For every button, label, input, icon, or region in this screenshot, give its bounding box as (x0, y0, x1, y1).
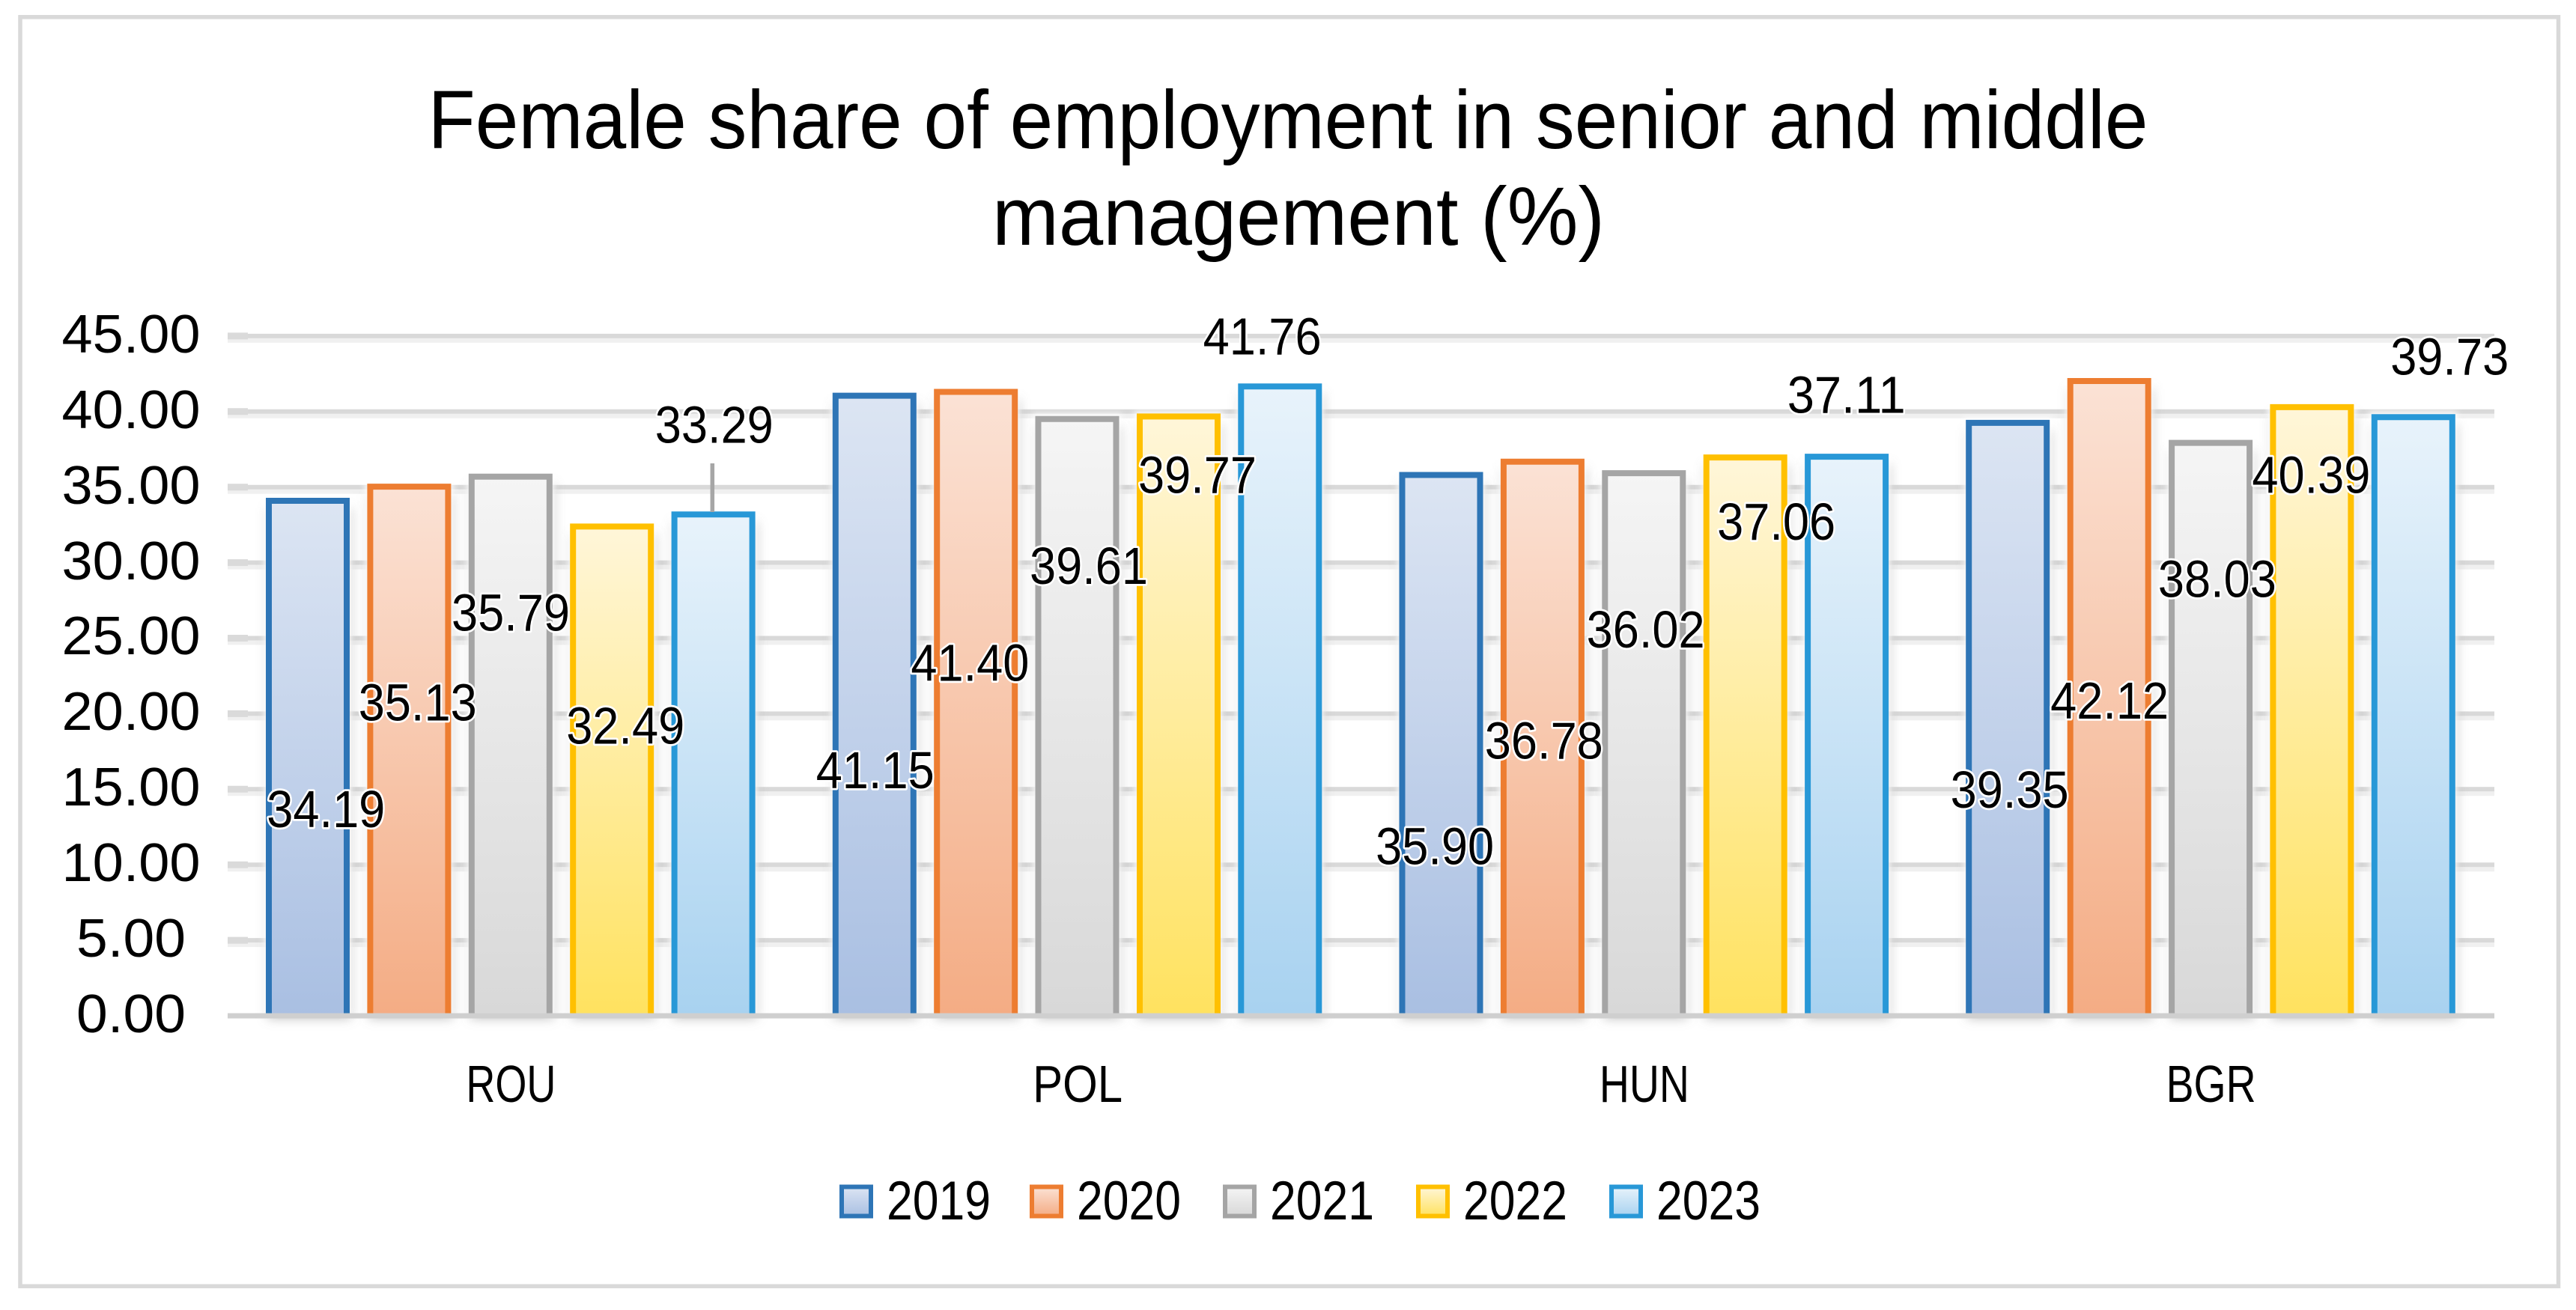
svg-text:39.35: 39.35 (1951, 761, 2069, 819)
svg-text:39.61: 39.61 (1030, 537, 1148, 595)
svg-text:45.00: 45.00 (62, 305, 201, 365)
svg-text:39.73: 39.73 (2390, 328, 2509, 386)
svg-text:20.00: 20.00 (62, 682, 201, 742)
svg-text:33.29: 33.29 (655, 396, 774, 454)
svg-text:40.00: 40.00 (62, 380, 201, 440)
svg-text:35.13: 35.13 (359, 674, 477, 732)
svg-text:Female share of employment in: Female share of employment in senior and… (428, 74, 2148, 166)
svg-text:POL: POL (1033, 1055, 1123, 1113)
svg-text:35.00: 35.00 (62, 456, 201, 516)
svg-text:38.03: 38.03 (2158, 550, 2276, 609)
svg-text:37.11: 37.11 (1787, 366, 1906, 424)
svg-text:32.49: 32.49 (566, 696, 684, 755)
svg-text:34.19: 34.19 (267, 780, 385, 838)
svg-text:36.02: 36.02 (1587, 600, 1705, 659)
svg-text:36.78: 36.78 (1485, 712, 1603, 770)
svg-text:42.12: 42.12 (2050, 671, 2169, 730)
svg-text:41.15: 41.15 (816, 741, 935, 799)
svg-text:BGR: BGR (2166, 1055, 2256, 1113)
svg-text:0.00: 0.00 (76, 984, 186, 1044)
svg-text:2023: 2023 (1656, 1171, 1761, 1231)
svg-text:2020: 2020 (1077, 1171, 1181, 1231)
svg-text:HUN: HUN (1600, 1055, 1689, 1113)
svg-text:2021: 2021 (1270, 1171, 1374, 1231)
svg-text:35.90: 35.90 (1376, 817, 1494, 875)
svg-text:30.00: 30.00 (62, 531, 201, 591)
svg-text:management (%): management (%) (992, 171, 1605, 263)
svg-text:39.77: 39.77 (1138, 446, 1257, 505)
svg-text:40.39: 40.39 (2252, 446, 2370, 505)
svg-text:15.00: 15.00 (62, 758, 201, 817)
svg-text:41.40: 41.40 (911, 634, 1029, 692)
svg-text:37.06: 37.06 (1717, 493, 1835, 551)
svg-text:5.00: 5.00 (76, 909, 186, 969)
svg-text:35.79: 35.79 (452, 583, 570, 642)
svg-text:2019: 2019 (887, 1171, 991, 1231)
svg-text:41.76: 41.76 (1203, 308, 1322, 366)
svg-text:2022: 2022 (1463, 1171, 1567, 1231)
svg-text:ROU: ROU (466, 1055, 556, 1113)
svg-text:10.00: 10.00 (62, 833, 201, 893)
svg-text:25.00: 25.00 (62, 606, 201, 666)
